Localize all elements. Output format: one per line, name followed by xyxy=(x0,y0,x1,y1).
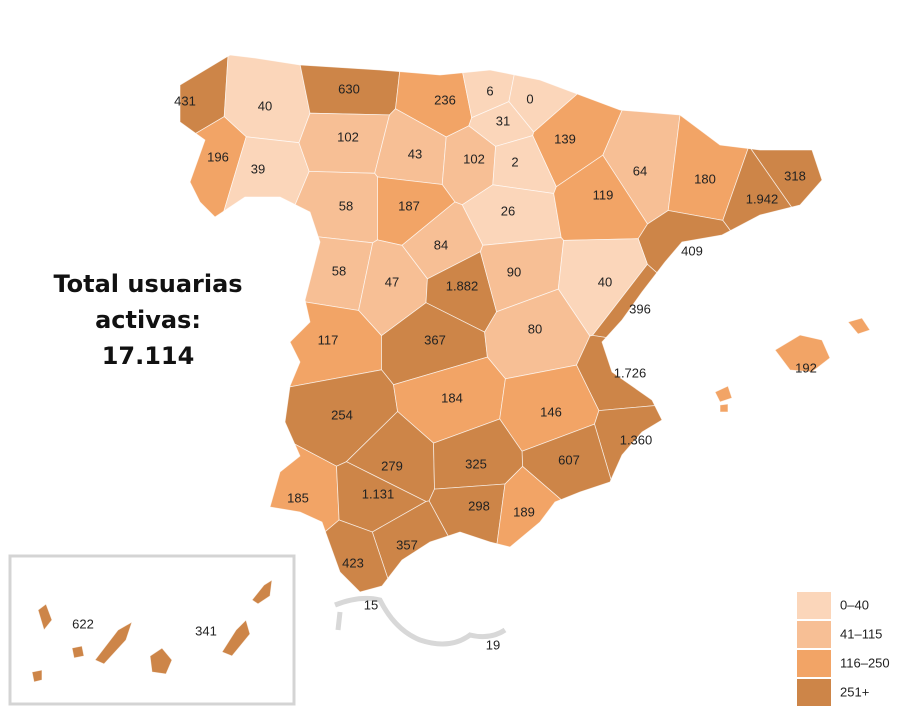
province xyxy=(847,317,871,335)
province xyxy=(251,579,273,605)
canary-inset xyxy=(8,554,296,706)
province xyxy=(221,619,251,657)
province-label: 58 xyxy=(332,263,346,278)
province-label: 325 xyxy=(465,456,487,471)
province-label: 185 xyxy=(287,490,309,505)
province-label: 254 xyxy=(331,407,353,422)
legend-label: 251+ xyxy=(840,684,869,699)
legend-label: 0–40 xyxy=(840,597,869,612)
province xyxy=(37,603,53,631)
province-label: 318 xyxy=(784,168,806,183)
province-label: 40 xyxy=(258,98,272,113)
province-label: 298 xyxy=(468,498,490,513)
title-line: 17.114 xyxy=(102,342,195,370)
province-label: 117 xyxy=(318,332,339,347)
legend-label: 116–250 xyxy=(840,655,890,670)
province-label: 1.131 xyxy=(362,486,395,501)
province-label: 80 xyxy=(528,321,542,336)
province-label: 39 xyxy=(251,161,265,176)
province xyxy=(324,519,389,593)
province-label: 607 xyxy=(558,452,580,467)
province-label: 31 xyxy=(496,113,510,128)
africa-coast xyxy=(334,595,507,647)
province-label: 58 xyxy=(339,198,353,213)
province-label: 341 xyxy=(195,623,217,638)
province-label: 279 xyxy=(381,458,403,473)
province-label: 196 xyxy=(207,149,229,164)
province-label: 146 xyxy=(540,404,562,419)
province xyxy=(294,170,378,244)
province-label: 357 xyxy=(396,537,418,552)
province xyxy=(714,385,733,403)
province-label: 409 xyxy=(681,243,703,258)
province-label: 90 xyxy=(507,264,521,279)
province-label: 630 xyxy=(338,81,360,96)
province-label: 1.882 xyxy=(446,278,479,293)
province-label: 84 xyxy=(434,237,448,252)
province-label: 423 xyxy=(342,555,364,570)
legend-swatch xyxy=(797,650,831,677)
province xyxy=(189,116,247,218)
province-label: 1.726 xyxy=(614,365,647,380)
africa-coast xyxy=(335,611,343,631)
province xyxy=(31,669,43,683)
province-label: 236 xyxy=(434,92,456,107)
province-label: 119 xyxy=(593,187,614,202)
province-label: 431 xyxy=(174,93,196,108)
province xyxy=(496,465,562,548)
province xyxy=(719,403,729,413)
legend-label: 41–115 xyxy=(840,626,882,641)
province-label: 622 xyxy=(72,616,94,631)
province xyxy=(94,621,133,665)
province-label: 19 xyxy=(486,637,500,652)
province xyxy=(594,405,663,481)
province-label: 26 xyxy=(501,203,515,218)
province-label: 40 xyxy=(598,274,612,289)
province-label: 1.360 xyxy=(620,432,653,447)
province-label: 43 xyxy=(408,146,422,161)
legend-swatch xyxy=(797,679,831,706)
province-label: 2 xyxy=(511,154,518,169)
province xyxy=(71,645,85,659)
province-label: 367 xyxy=(424,332,446,347)
title-line: activas: xyxy=(95,306,201,334)
legend-swatch xyxy=(797,621,831,648)
province-label: 187 xyxy=(398,198,420,213)
province-label: 102 xyxy=(337,129,359,144)
province-label: 102 xyxy=(463,151,485,166)
province-label: 192 xyxy=(795,360,817,375)
province-label: 47 xyxy=(385,274,399,289)
province-label: 1.942 xyxy=(746,191,779,206)
province-label: 15 xyxy=(364,597,378,612)
province-label: 0 xyxy=(526,91,533,106)
province-label: 6 xyxy=(486,83,493,98)
legend-swatch xyxy=(797,592,831,619)
province-label: 189 xyxy=(513,504,535,519)
province-label: 184 xyxy=(441,390,463,405)
province xyxy=(774,334,831,373)
province-label: 64 xyxy=(633,163,647,178)
province-label: 139 xyxy=(554,131,576,146)
province-label: 180 xyxy=(694,171,716,186)
province-label: 396 xyxy=(629,301,651,316)
province xyxy=(149,647,173,675)
title-line: Total usuarias xyxy=(53,270,242,298)
